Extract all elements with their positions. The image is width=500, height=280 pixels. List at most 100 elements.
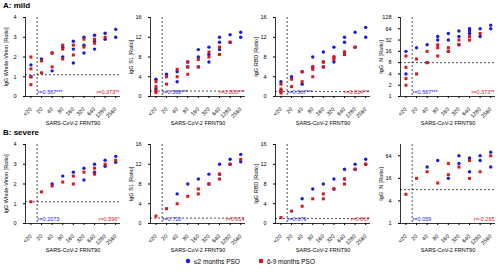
svg-text:1280: 1280	[469, 106, 482, 119]
svg-text:4: 4	[138, 74, 141, 80]
svg-text:IgG Whole-Virion [Ratio]: IgG Whole-Virion [Ratio]	[3, 27, 9, 87]
svg-text:0: 0	[13, 93, 16, 99]
svg-text:320: 320	[200, 106, 211, 117]
svg-text:<20: <20	[397, 106, 408, 117]
svg-text:12: 12	[260, 161, 266, 167]
svg-text:32: 32	[385, 37, 391, 43]
svg-text:4: 4	[13, 14, 16, 20]
svg-text:80: 80	[181, 106, 190, 115]
svg-text:40: 40	[421, 106, 430, 115]
svg-text:160: 160	[440, 106, 451, 117]
svg-text:4: 4	[388, 71, 391, 77]
svg-text:<20: <20	[22, 106, 33, 117]
svg-text:20: 20	[285, 106, 294, 115]
svg-text:4: 4	[263, 74, 266, 80]
svg-text:<20: <20	[397, 233, 408, 244]
svg-text:40: 40	[296, 106, 305, 115]
svg-text:2560: 2560	[480, 106, 493, 119]
svg-text:r=0.807: r=0.807	[351, 216, 370, 222]
svg-text:160: 160	[190, 233, 201, 244]
svg-text:<20: <20	[272, 233, 283, 244]
svg-text:SARS-CoV-2 FRNT90: SARS-CoV-2 FRNT90	[421, 247, 475, 253]
svg-text:2560: 2560	[105, 233, 118, 246]
svg-text:8: 8	[263, 181, 266, 187]
svg-text:SARS-CoV-2 FRNT90: SARS-CoV-2 FRNT90	[46, 120, 100, 126]
svg-text:16: 16	[260, 141, 266, 147]
svg-text:2: 2	[388, 82, 391, 88]
svg-text:0: 0	[138, 220, 141, 226]
svg-text:SARS-CoV-2 FRNT90: SARS-CoV-2 FRNT90	[171, 247, 225, 253]
svg-text:64: 64	[385, 153, 391, 159]
svg-text:2560: 2560	[480, 233, 493, 246]
svg-text:320: 320	[75, 233, 86, 244]
svg-text:IgG S1 [Ratio]: IgG S1 [Ratio]	[128, 166, 134, 201]
svg-text:40: 40	[46, 106, 55, 115]
svg-text:2560: 2560	[105, 106, 118, 119]
svg-text:320: 320	[325, 106, 336, 117]
svg-text:2560: 2560	[230, 106, 243, 119]
svg-text:IgG N [Ratio]: IgG N [Ratio]	[378, 167, 384, 201]
svg-text:2560: 2560	[355, 233, 368, 246]
svg-text:IgG Whole-Virion [Ratio]: IgG Whole-Virion [Ratio]	[3, 154, 9, 214]
svg-text:16: 16	[385, 48, 391, 54]
svg-text:16: 16	[260, 14, 266, 20]
svg-text:80: 80	[431, 106, 440, 115]
svg-text:40: 40	[421, 233, 430, 242]
svg-text:0: 0	[13, 220, 16, 226]
svg-text:320: 320	[325, 233, 336, 244]
svg-text:SARS-CoV-2 FRNT90: SARS-CoV-2 FRNT90	[296, 120, 350, 126]
svg-text:r=-0.265: r=-0.265	[474, 216, 495, 222]
svg-text:r=0.803***: r=0.803***	[219, 89, 245, 95]
svg-text:0: 0	[138, 93, 141, 99]
svg-text:128: 128	[382, 14, 391, 20]
svg-text:1: 1	[13, 74, 16, 80]
svg-text:<20: <20	[147, 233, 158, 244]
svg-text:1: 1	[13, 201, 16, 207]
svg-text:1280: 1280	[94, 106, 107, 119]
svg-text:r=0.567***: r=0.567***	[38, 89, 64, 95]
svg-text:80: 80	[56, 233, 65, 242]
svg-text:1280: 1280	[219, 106, 232, 119]
svg-text:<20: <20	[147, 106, 158, 117]
svg-text:0: 0	[263, 93, 266, 99]
svg-text:320: 320	[450, 106, 461, 117]
svg-text:1280: 1280	[344, 106, 357, 119]
svg-text:20: 20	[285, 233, 294, 242]
svg-text:160: 160	[65, 233, 76, 244]
svg-text:40: 40	[171, 106, 180, 115]
svg-text:2560: 2560	[355, 106, 368, 119]
svg-text:1: 1	[388, 220, 391, 226]
svg-text:IgG S1 [Ratio]: IgG S1 [Ratio]	[128, 39, 134, 74]
svg-text:SARS-CoV-2 FRNT90: SARS-CoV-2 FRNT90	[296, 247, 350, 253]
svg-text:SARS-CoV-2 FRNT90: SARS-CoV-2 FRNT90	[46, 247, 100, 253]
svg-text:1280: 1280	[94, 233, 107, 246]
svg-text:20: 20	[160, 106, 169, 115]
svg-text:r=0.710: r=0.710	[163, 216, 182, 222]
svg-text:64: 64	[385, 26, 391, 32]
svg-text:r=0.567***: r=0.567***	[288, 89, 314, 95]
svg-text:12: 12	[135, 161, 141, 167]
svg-text:r=0.596*: r=0.596*	[99, 216, 121, 222]
svg-text:80: 80	[306, 106, 315, 115]
svg-text:12: 12	[135, 34, 141, 40]
svg-text:1280: 1280	[469, 233, 482, 246]
svg-text:160: 160	[315, 106, 326, 117]
svg-text:r=0.588***: r=0.588***	[163, 89, 189, 95]
svg-text:0: 0	[263, 220, 266, 226]
svg-text:16: 16	[135, 14, 141, 20]
svg-text:8: 8	[388, 59, 391, 65]
svg-text:16: 16	[385, 175, 391, 181]
svg-text:2: 2	[13, 54, 16, 60]
svg-text:1280: 1280	[344, 233, 357, 246]
svg-text:8: 8	[138, 54, 141, 60]
svg-text:4: 4	[263, 201, 266, 207]
svg-text:1: 1	[388, 93, 391, 99]
svg-text:20: 20	[35, 106, 44, 115]
svg-text:r=0.814***: r=0.814***	[344, 89, 370, 95]
svg-text:r=0.614: r=0.614	[226, 216, 245, 222]
svg-text:80: 80	[56, 106, 65, 115]
svg-text:8: 8	[138, 181, 141, 187]
svg-text:<20: <20	[22, 233, 33, 244]
svg-text:80: 80	[306, 233, 315, 242]
svg-text:4: 4	[138, 201, 141, 207]
